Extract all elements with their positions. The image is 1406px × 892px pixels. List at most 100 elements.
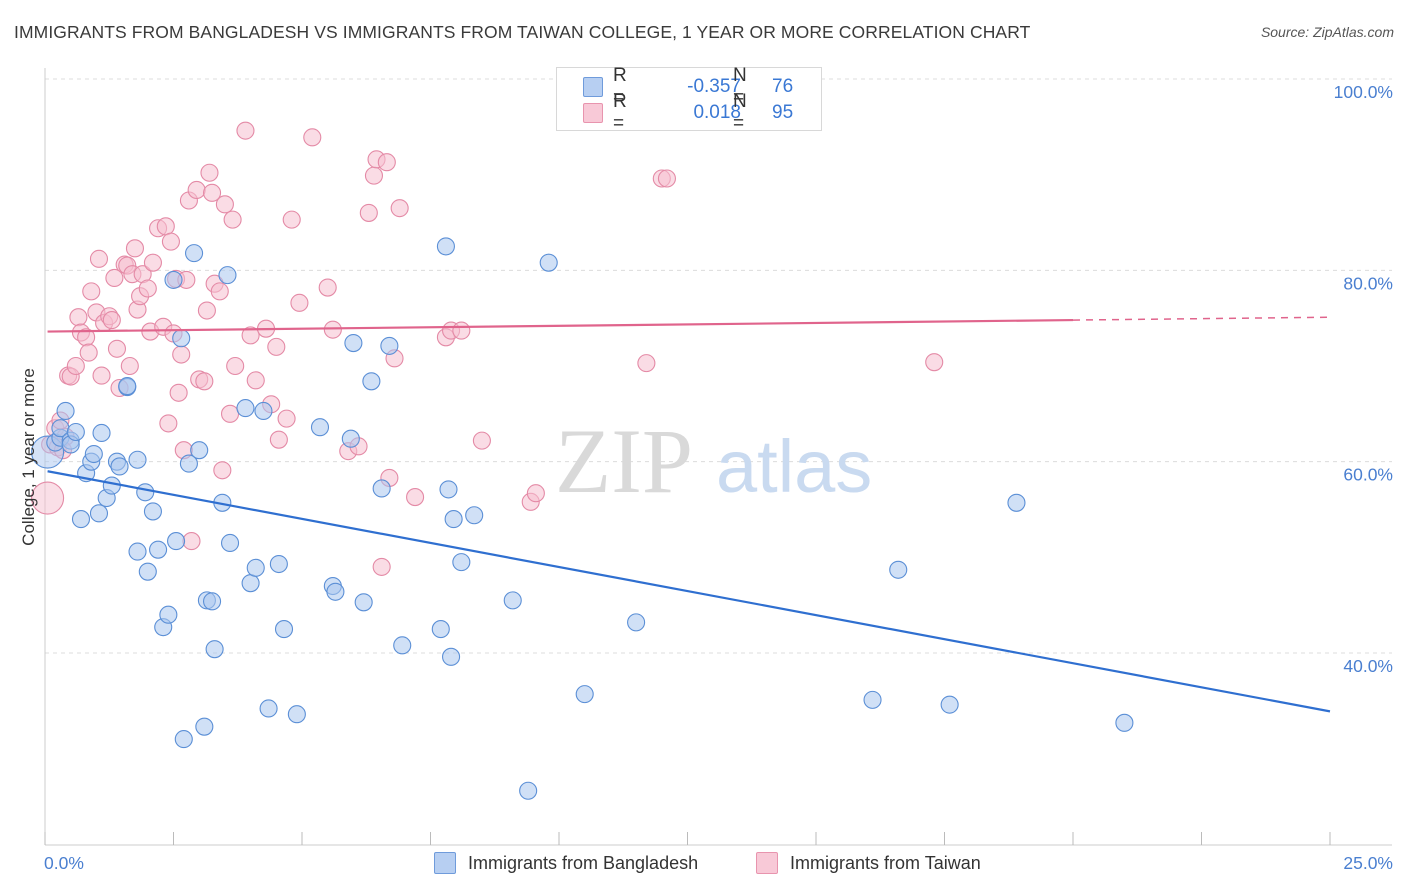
taiwan-point (120, 356, 139, 376)
taiwan-point (172, 345, 191, 364)
taiwan-point (182, 532, 201, 551)
bangladesh-point (102, 476, 121, 495)
bangladesh-point (344, 333, 363, 353)
watermark-atlas: atlas (716, 425, 872, 508)
taiwan-point (161, 232, 180, 251)
watermark: ZIP atlas (555, 410, 872, 512)
bangladesh-point (136, 483, 155, 502)
legend-swatch-blue (583, 77, 603, 97)
taiwan-point (246, 371, 265, 390)
taiwan-point (526, 484, 545, 503)
x-tick-label: 0.0% (44, 853, 84, 873)
bangladesh-point (503, 591, 522, 610)
legend-r-value: 0.018 (693, 102, 741, 123)
bangladesh-point (218, 266, 237, 285)
bangladesh-point (431, 620, 450, 639)
series-legend: Immigrants from Bangladesh Immigrants fr… (0, 852, 1406, 876)
bangladesh-point (164, 270, 183, 289)
bangladesh-point (66, 422, 85, 442)
bangladesh-point (174, 730, 193, 749)
bangladesh-point (465, 506, 484, 525)
bangladesh-point (84, 444, 103, 464)
taiwan-point (187, 180, 206, 200)
taiwan-point (82, 282, 101, 301)
bangladesh-point (539, 253, 558, 272)
bangladesh-point (110, 457, 129, 476)
legend-item-bangladesh: Immigrants from Bangladesh (434, 852, 698, 874)
legend-label-taiwan: Immigrants from Taiwan (790, 852, 981, 873)
bangladesh-point (259, 699, 278, 718)
bangladesh-point (203, 592, 222, 611)
taiwan-point (210, 282, 229, 301)
bangladesh-point (172, 329, 191, 348)
taiwan-point (359, 203, 378, 222)
bangladesh-point (354, 593, 373, 612)
bangladesh-point (940, 695, 959, 714)
taiwan-point (472, 431, 491, 450)
bangladesh-point (627, 613, 646, 632)
grid-lines (45, 78, 1392, 654)
taiwan-point (69, 308, 88, 327)
correlation-legend: R = -0.357 N = 76 R = 0.018 N = 95 (556, 65, 822, 134)
taiwan-point (269, 430, 288, 449)
bangladesh-point (159, 605, 178, 624)
bangladesh-point (444, 510, 463, 529)
bangladesh-point (220, 533, 240, 553)
taiwan-point (637, 354, 656, 373)
bangladesh-point (236, 399, 255, 418)
taiwan-point (143, 253, 162, 272)
x-tick-label: 25.0% (1343, 853, 1393, 873)
bangladesh-point (1007, 493, 1026, 512)
taiwan-point (125, 239, 144, 258)
bangladesh-point (56, 401, 75, 421)
series-bangladesh-points (31, 237, 1134, 800)
taiwan-point (236, 121, 255, 140)
bangladesh-point (519, 781, 538, 800)
taiwan-point (925, 353, 944, 372)
bangladesh-point (185, 244, 204, 263)
taiwan-point (323, 320, 342, 339)
bangladesh-point (310, 418, 330, 437)
bangladesh-point (246, 558, 265, 577)
taiwan-point (318, 278, 337, 297)
taiwan-point (226, 356, 245, 376)
taiwan-point (169, 383, 188, 402)
bangladesh-point (326, 582, 345, 601)
legend-r-label: R = (613, 65, 627, 108)
y-tick-labels: 40.0% 60.0% 80.0% 100.0% (1334, 82, 1393, 676)
bangladesh-point (143, 502, 162, 521)
y-tick-label: 100.0% (1334, 82, 1393, 102)
taiwan-point (92, 366, 111, 385)
taiwan-point (390, 199, 409, 218)
bangladesh-point (195, 717, 214, 736)
bangladesh-point (863, 690, 882, 709)
bangladesh-point (889, 560, 908, 579)
taiwan-point (223, 210, 242, 229)
taiwan-trend-line (47, 318, 1074, 333)
taiwan-point (66, 356, 85, 376)
bangladesh-point (71, 510, 91, 529)
bangladesh-point (179, 454, 198, 473)
legend-label-bangladesh: Immigrants from Bangladesh (468, 852, 699, 873)
legend-n-label: N = (733, 65, 747, 108)
taiwan-point (195, 372, 214, 391)
legend-n-label: N = (733, 91, 747, 134)
bangladesh-point (439, 480, 458, 499)
taiwan-point (372, 557, 391, 576)
taiwan-point (79, 343, 98, 362)
taiwan-point (290, 293, 309, 312)
watermark-zip: ZIP (555, 410, 693, 512)
bangladesh-point (575, 685, 594, 704)
bangladesh-point (205, 640, 224, 659)
bangladesh-point (393, 636, 412, 655)
bangladesh-point (380, 336, 399, 355)
chart-title: IMMIGRANTS FROM BANGLADESH VS IMMIGRANTS… (14, 22, 1031, 42)
bangladesh-point (341, 429, 360, 448)
taiwan-point (277, 409, 296, 428)
legend-r-label: R = (613, 91, 627, 134)
bangladesh-point (149, 540, 168, 559)
taiwan-point (377, 153, 396, 172)
bangladesh-point (128, 542, 147, 561)
x-tick-labels: 0.0% 25.0% (44, 853, 1393, 873)
